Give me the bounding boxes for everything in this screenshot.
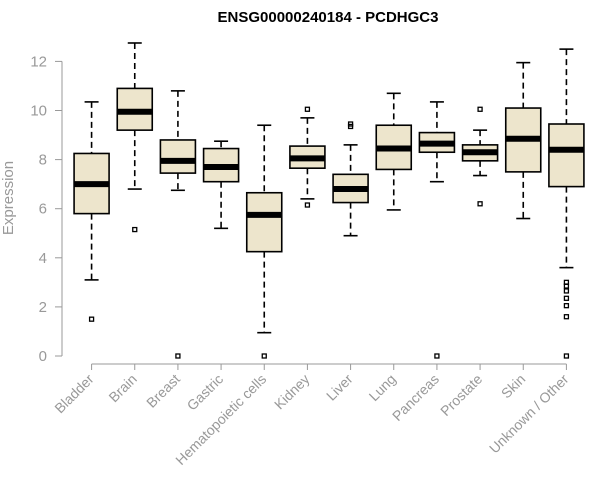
box-group [504, 61, 542, 220]
x-tick-label: Prostate [437, 371, 485, 419]
box-group [73, 101, 110, 322]
box-group [418, 101, 456, 359]
y-axis-label: Expression [0, 161, 17, 235]
outlier-point [261, 353, 267, 359]
y-tick-label: 8 [39, 152, 47, 169]
y-tick-label: 0 [39, 348, 47, 365]
box-group [548, 48, 585, 359]
box-group [245, 124, 283, 359]
outlier-point [132, 226, 138, 233]
outlier-point [563, 314, 570, 320]
x-tick-label: Skin [498, 371, 529, 402]
outlier-point [175, 353, 181, 359]
x-tick-label: Lung [366, 371, 399, 404]
outlier-point [563, 295, 570, 301]
x-tick-label: Brain [105, 371, 139, 405]
outlier-point [563, 303, 570, 309]
box-group [202, 140, 240, 230]
box-group [332, 121, 369, 237]
x-tick-label: Liver [323, 371, 356, 404]
x-tick-label: Unknown / Other [486, 371, 572, 457]
x-tick-label: Breast [143, 371, 183, 411]
box [159, 139, 197, 174]
box [245, 191, 283, 253]
y-tick-label: 10 [30, 103, 47, 120]
x-tick-label: Bladder [51, 371, 97, 417]
outlier-point [563, 288, 570, 294]
box-group [375, 92, 413, 211]
y-tick-label: 4 [39, 250, 47, 267]
x-tick-label: Gastric [184, 371, 227, 414]
outlier-point [88, 316, 95, 322]
outlier-point [477, 106, 483, 112]
x-tick-label: Pancreas [389, 371, 442, 424]
box-series [73, 42, 585, 359]
outlier-point [477, 201, 483, 207]
chart-title: ENSG00000240184 - PCDHGC3 [218, 9, 439, 26]
box-group [289, 106, 326, 208]
box-group [461, 106, 499, 207]
y-tick-label: 2 [39, 299, 47, 316]
box-group [116, 42, 154, 233]
y-axis: 0 2 4 6 8 10 12 [30, 53, 63, 365]
outlier-point [304, 202, 311, 208]
box [548, 123, 585, 188]
outlier-point [563, 283, 570, 289]
y-tick-label: 12 [30, 53, 47, 70]
outlier-point [563, 353, 570, 359]
y-tick-label: 6 [39, 201, 47, 218]
x-tick-label: Kidney [271, 371, 313, 413]
box-group [159, 90, 197, 359]
outlier-point [347, 121, 354, 127]
outlier-point [304, 106, 311, 112]
outlier-point [434, 353, 440, 359]
